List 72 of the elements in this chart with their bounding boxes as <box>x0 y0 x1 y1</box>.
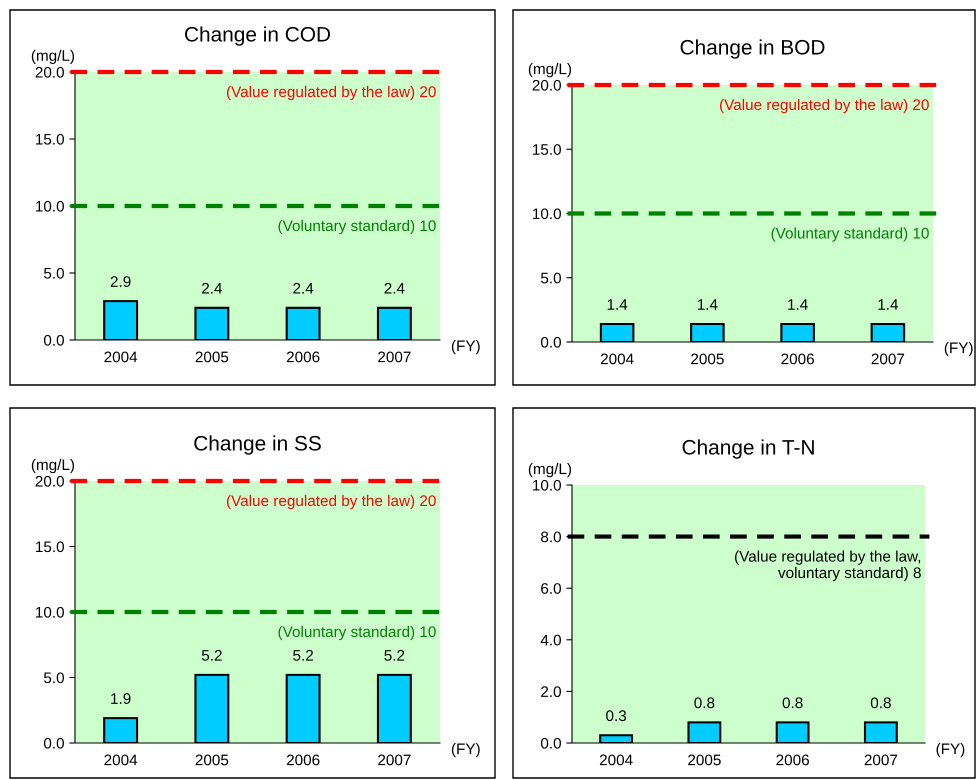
x-tick-label: 2007 <box>864 754 898 766</box>
data-label: 1.4 <box>698 299 718 310</box>
x-axis-title: (FY) <box>936 743 964 758</box>
x-tick-label: 2007 <box>378 352 411 362</box>
y-tick-label: 0.0 <box>44 738 64 749</box>
y-tick-label: 15.0 <box>36 541 64 552</box>
x-tick-label: 2006 <box>776 754 809 766</box>
y-tick-label: 10.0 <box>36 606 64 618</box>
x-tick-label: 2005 <box>691 354 724 364</box>
y-tick-label: 5.0 <box>540 272 561 284</box>
data-label: 5.2 <box>384 650 404 661</box>
y-tick-label: 6.0 <box>541 583 561 594</box>
x-tick-label: 2006 <box>286 754 320 766</box>
x-tick-label: 2005 <box>196 352 228 362</box>
data-label: 1.4 <box>788 299 808 310</box>
ref-line-label: (Voluntary standard) 10 <box>278 220 436 234</box>
ref-line-label: (Voluntary standard) 10 <box>278 626 436 640</box>
y-axis-title: (mg/L) <box>32 458 74 474</box>
ref-line-label: (Value regulated by the law) 20 <box>720 98 929 114</box>
ref-line-label: (Value regulated by the law) 20 <box>226 86 436 100</box>
y-tick-label: 20.0 <box>36 476 64 487</box>
ref-line-label: (Value regulated by the law) 20 <box>226 494 436 510</box>
x-axis-title: (FY) <box>944 342 973 356</box>
x-tick-label: 2006 <box>286 352 320 362</box>
y-tick-label: 0.0 <box>540 336 561 348</box>
data-label: 0.8 <box>870 697 891 708</box>
data-label: 1.4 <box>608 299 628 310</box>
x-tick-label: 2007 <box>872 354 904 364</box>
chart-title: Change in BOD <box>680 39 824 59</box>
x-tick-label: 2007 <box>378 754 411 766</box>
y-tick-label: 10.0 <box>36 200 64 212</box>
x-tick-label: 2004 <box>600 354 634 364</box>
y-tick-label: 15.0 <box>36 134 64 145</box>
data-label: 5.2 <box>202 650 222 661</box>
y-tick-label: 5.0 <box>44 268 64 279</box>
data-label: 2.4 <box>202 282 222 294</box>
data-label: 0.8 <box>782 697 803 708</box>
x-axis-title: (FY) <box>452 743 480 758</box>
y-axis-title: (mg/L) <box>528 63 572 78</box>
x-tick-label: 2005 <box>688 754 721 766</box>
data-label: 2.4 <box>293 282 314 294</box>
chart-title: Change in COD <box>185 26 330 46</box>
data-label: 0.3 <box>606 710 626 722</box>
y-tick-label: 8.0 <box>541 531 561 542</box>
y-tick-label: 20.0 <box>36 66 64 78</box>
data-label: 2.9 <box>110 276 131 288</box>
y-tick-label: 5.0 <box>44 672 64 684</box>
x-axis-title: (FY) <box>452 340 480 354</box>
y-tick-label: 0.0 <box>44 334 64 346</box>
ref-line-label: (Voluntary standard) 10 <box>772 227 929 242</box>
data-label: 0.8 <box>694 697 714 708</box>
y-tick-label: 4.0 <box>540 634 561 646</box>
y-tick-label: 20.0 <box>532 80 561 91</box>
y-tick-label: 10.0 <box>533 480 561 491</box>
data-label: 1.4 <box>878 299 898 310</box>
chart-title: Change in T-N <box>682 439 814 459</box>
data-label: 2.4 <box>384 282 405 294</box>
y-tick-label: 2.0 <box>541 686 561 698</box>
y-axis-title: (mg/L) <box>528 463 572 478</box>
x-tick-label: 2004 <box>600 754 633 766</box>
y-tick-label: 10.0 <box>533 208 561 220</box>
data-label: 5.2 <box>293 650 313 661</box>
y-axis-title: (mg/L) <box>32 50 74 64</box>
x-tick-label: 2004 <box>104 754 138 766</box>
x-tick-label: 2004 <box>104 352 138 362</box>
x-tick-label: 2006 <box>781 354 814 364</box>
x-tick-label: 2005 <box>196 754 228 766</box>
chart-title: Change in SS <box>194 435 321 455</box>
y-tick-label: 15.0 <box>533 144 561 155</box>
data-label: 1.9 <box>111 693 131 704</box>
ref-line-label: (Value regulated by the law, voluntary standard) 8 <box>735 550 921 582</box>
y-tick-label: 0.0 <box>540 738 561 749</box>
